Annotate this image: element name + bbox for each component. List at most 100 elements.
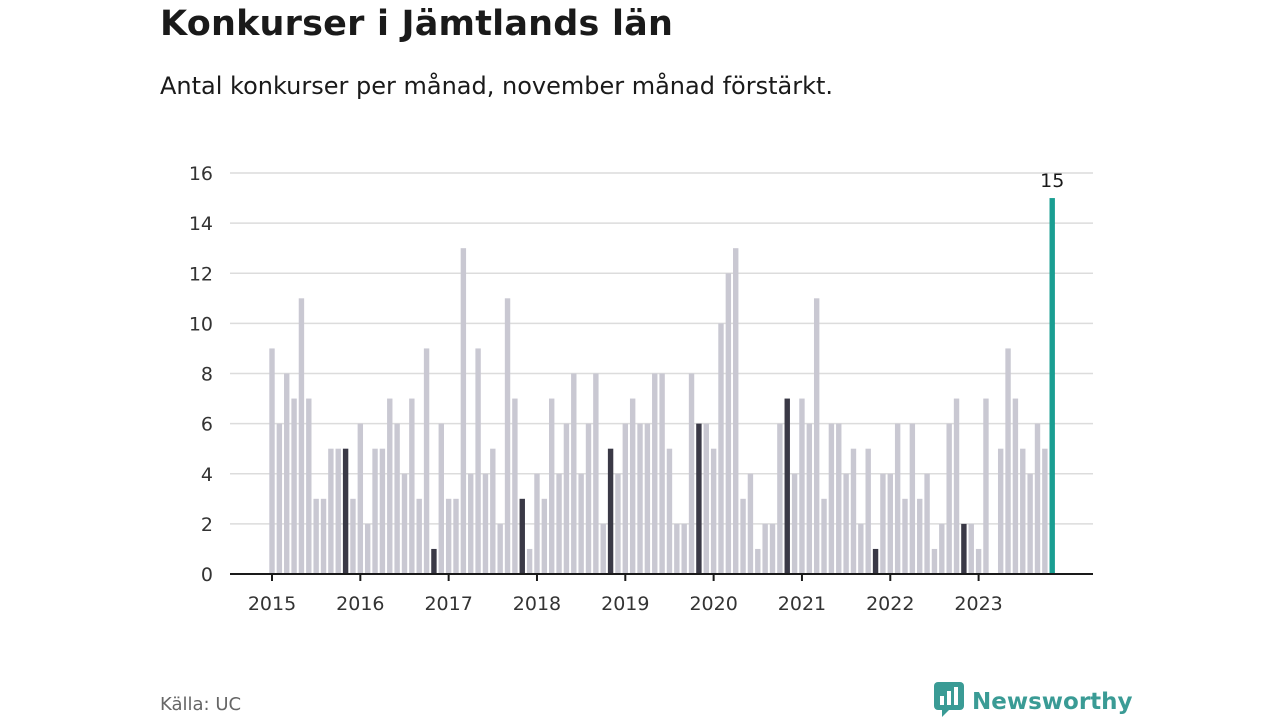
bar — [387, 398, 393, 574]
bar — [1034, 423, 1041, 574]
bar — [453, 498, 459, 574]
bar-highlight — [1049, 198, 1055, 574]
bar — [423, 348, 430, 574]
bar-november — [696, 423, 702, 574]
y-tick-label: 10 — [189, 313, 213, 335]
y-tick-label: 16 — [189, 163, 213, 185]
y-tick-label: 6 — [201, 414, 213, 436]
bar — [762, 523, 768, 574]
bar-november — [961, 523, 967, 574]
bar — [1020, 448, 1026, 574]
bar — [843, 473, 849, 574]
bar-november — [607, 448, 614, 574]
bar — [865, 448, 871, 574]
bar — [585, 423, 592, 574]
bar — [629, 398, 636, 574]
bar — [968, 523, 974, 574]
x-tick-label: 2023 — [954, 593, 1002, 615]
bar — [902, 498, 908, 574]
bar — [364, 523, 371, 574]
bar — [409, 398, 415, 574]
bar — [688, 373, 695, 574]
bar — [710, 448, 717, 574]
brand-name: Newsworthy — [972, 689, 1133, 715]
bar — [821, 498, 827, 574]
y-axis-labels: 0 2 4 6 8 10 12 14 16 — [189, 163, 213, 586]
brand-logo[interactable]: Newsworthy — [934, 682, 1133, 720]
bar — [1027, 473, 1033, 574]
bar — [666, 448, 673, 574]
bar — [482, 473, 489, 574]
bar — [306, 398, 312, 574]
bar — [401, 473, 408, 574]
x-tick-label: 2020 — [689, 593, 737, 615]
bar — [755, 548, 761, 574]
bar — [894, 423, 901, 574]
bar — [541, 498, 548, 574]
bar — [298, 298, 305, 574]
bar — [975, 548, 982, 574]
bar — [659, 373, 665, 574]
bar — [769, 523, 776, 574]
x-tick-label: 2017 — [424, 593, 472, 615]
bar — [276, 423, 283, 574]
x-tick-label: 2021 — [778, 593, 826, 615]
bar — [880, 473, 886, 574]
bar — [379, 448, 386, 574]
data-label: 15 — [1040, 170, 1064, 192]
bar — [806, 423, 813, 574]
bar — [468, 473, 474, 574]
bar — [571, 373, 577, 574]
bar — [931, 548, 938, 574]
bar — [372, 448, 378, 574]
bar — [946, 423, 952, 574]
bar — [556, 473, 562, 574]
bar — [269, 348, 275, 574]
bar — [828, 423, 835, 574]
bar — [733, 248, 739, 574]
bar — [836, 423, 842, 574]
bar — [335, 448, 341, 574]
bar — [526, 548, 533, 574]
bar — [1012, 398, 1019, 574]
bar — [622, 423, 629, 574]
bar — [924, 473, 930, 574]
bar — [652, 373, 658, 574]
bar — [313, 498, 319, 574]
bar — [416, 498, 422, 574]
x-tick-label: 2016 — [336, 593, 384, 615]
bar — [578, 473, 584, 574]
bar — [490, 448, 496, 574]
bar — [718, 323, 724, 574]
x-tick-label: 2018 — [513, 593, 561, 615]
x-axis-labels: 2015 2016 2017 2018 2019 2020 2021 2022 2023 — [248, 593, 1003, 615]
bar — [350, 498, 356, 574]
bar — [475, 348, 481, 574]
bar — [284, 373, 290, 574]
bar — [813, 298, 820, 574]
bar-november — [872, 548, 879, 574]
x-tick-label: 2022 — [866, 593, 914, 615]
bar — [328, 448, 334, 574]
y-tick-label: 8 — [201, 364, 213, 386]
bar-november — [519, 498, 525, 574]
y-tick-label: 0 — [201, 564, 213, 586]
bar — [460, 248, 467, 574]
bar — [548, 398, 555, 574]
bar-november — [784, 398, 790, 574]
bar — [725, 273, 732, 574]
bar — [747, 473, 754, 574]
bar — [953, 398, 960, 574]
bar — [512, 398, 518, 574]
chart-title: Konkurser i Jämtlands län — [160, 4, 674, 44]
bar — [674, 523, 680, 574]
bar-november — [431, 548, 437, 574]
bar — [777, 423, 783, 574]
bar — [799, 398, 805, 574]
bar — [497, 523, 503, 574]
bar — [887, 473, 893, 574]
bar — [593, 373, 599, 574]
bar — [534, 473, 540, 574]
bar — [939, 523, 945, 574]
